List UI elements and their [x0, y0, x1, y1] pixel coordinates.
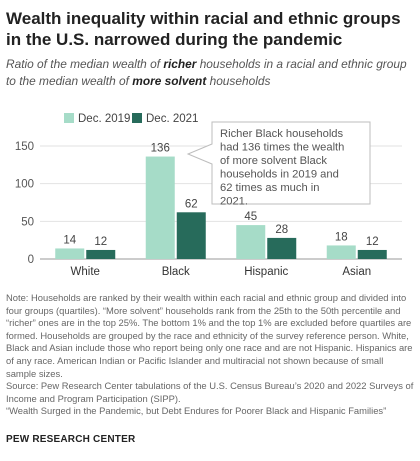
- subtitle-bold-richer: richer: [163, 57, 197, 71]
- subtitle-text-3: households: [206, 74, 271, 88]
- y-tick-label: 150: [15, 141, 34, 153]
- legend-label: Dec. 2021: [146, 113, 198, 125]
- annotation-callout-box: [186, 121, 371, 205]
- data-label: 14: [63, 234, 76, 246]
- bar-asian-2021: [357, 249, 387, 259]
- legend-swatch: [64, 113, 74, 123]
- y-tick-label: 50: [21, 216, 34, 228]
- report-title-text: “Wealth Surged in the Pandemic, but Debt…: [6, 405, 387, 417]
- chart-title: Wealth inequality within racial and ethn…: [6, 9, 401, 49]
- bar-chart: 0 50 100 150 14 12 White 136 62 Black 45 28 Hispanic…: [15, 113, 402, 278]
- subtitle-text-2: households in a racial and ethnic group …: [6, 57, 407, 88]
- y-tick-label: 100: [15, 179, 34, 191]
- annotation-text: Richer Black households had 136 times the…: [220, 128, 344, 208]
- bar-hispanic-2019: [236, 225, 266, 259]
- subtitle-text-1: Ratio of the median wealth of: [6, 57, 164, 71]
- bar-black-2021: [176, 212, 206, 259]
- data-label: 62: [185, 198, 198, 210]
- data-label: 18: [335, 231, 348, 243]
- x-tick-label: White: [71, 266, 100, 278]
- x-tick-label: Black: [162, 266, 190, 278]
- note-text: Note: Households are ranked by their wea…: [6, 292, 413, 379]
- data-label: 136: [151, 143, 170, 155]
- bar-asian-2019: [326, 245, 356, 259]
- subtitle-bold-more-solvent: more solvent: [132, 74, 207, 88]
- chart-notes: Note: Households are ranked by their wea…: [6, 292, 416, 418]
- x-tick-label: Asian: [342, 266, 371, 278]
- legend-label: Dec. 2019: [78, 113, 130, 125]
- data-label: 28: [275, 224, 288, 236]
- y-tick-label: 0: [28, 254, 34, 266]
- bar-hispanic-2021: [267, 237, 297, 259]
- x-tick-label: Hispanic: [244, 266, 288, 278]
- bar-white-2021: [86, 249, 116, 259]
- data-label: 12: [94, 236, 107, 248]
- source-text: Source: Pew Research Center tabulations …: [6, 380, 414, 404]
- bar-white-2019: [55, 248, 85, 259]
- footer-logo-text: PEW RESEARCH CENTER: [6, 434, 136, 445]
- data-label: 12: [366, 236, 379, 248]
- data-label: 45: [244, 211, 257, 223]
- bar-black-2019: [145, 156, 175, 259]
- legend-swatch: [132, 113, 142, 123]
- chart-subtitle: Ratio of the median wealth of richer hou…: [6, 56, 416, 90]
